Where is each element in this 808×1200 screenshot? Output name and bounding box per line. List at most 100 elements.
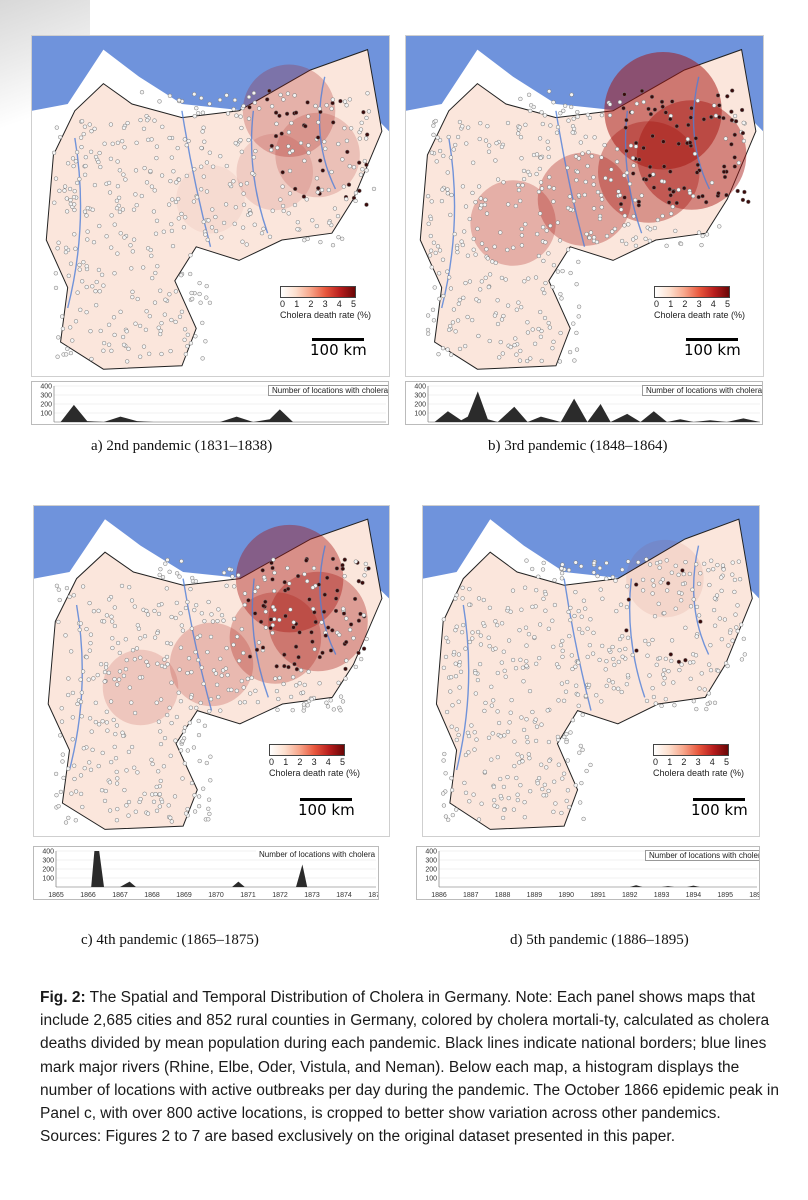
location-dot [662, 610, 667, 616]
location-dot [578, 800, 583, 805]
location-dot [142, 165, 147, 171]
location-dot [353, 190, 359, 196]
location-dot [124, 657, 129, 663]
location-dot [724, 192, 729, 198]
location-dot [537, 655, 542, 661]
location-dot [344, 103, 349, 108]
location-dot [431, 318, 437, 323]
location-dot [722, 164, 727, 169]
location-dot [693, 653, 699, 658]
location-dot [436, 352, 441, 357]
location-dot [463, 343, 468, 349]
location-dot [652, 107, 658, 112]
location-dot [152, 608, 157, 614]
location-dot [681, 571, 686, 577]
location-dot [205, 649, 210, 655]
location-dot [668, 652, 673, 657]
location-dot [306, 143, 311, 148]
location-dot [483, 138, 489, 143]
location-dot [237, 658, 242, 663]
location-dot [485, 256, 490, 261]
location-dot [719, 575, 724, 580]
location-dot [176, 196, 181, 202]
location-dot [500, 351, 505, 356]
location-dot [511, 807, 517, 812]
location-dot [669, 211, 674, 216]
location-dot [114, 818, 120, 823]
location-dot [123, 637, 128, 642]
location-dot [470, 636, 475, 641]
location-dot [666, 200, 672, 205]
location-dot [193, 579, 199, 584]
location-dot [516, 182, 521, 188]
mortality-hotspot [176, 164, 245, 234]
location-dot [671, 189, 676, 194]
location-dot [82, 124, 88, 129]
location-dot [359, 120, 364, 125]
location-dot [518, 348, 523, 354]
location-dot [694, 634, 699, 639]
location-dot [520, 665, 526, 670]
location-dot [249, 675, 254, 680]
location-dot [353, 664, 358, 670]
location-dot [143, 327, 149, 332]
location-dot [203, 232, 208, 237]
location-dot [446, 817, 451, 822]
location-dot [599, 155, 604, 160]
location-dot [616, 686, 621, 691]
location-dot [297, 681, 302, 686]
location-dot [457, 297, 462, 303]
location-dot [514, 775, 519, 781]
location-dot [720, 563, 726, 568]
location-dot [139, 193, 144, 199]
location-dot [110, 645, 115, 651]
location-dot [513, 666, 519, 671]
location-dot [580, 151, 585, 156]
location-dot [178, 645, 184, 650]
location-dot [300, 690, 306, 695]
location-dot [315, 135, 321, 140]
location-dot [640, 588, 646, 593]
location-dot [696, 613, 702, 618]
location-dot [565, 247, 571, 252]
location-dot [575, 109, 580, 115]
location-dot [93, 154, 99, 160]
location-dot [235, 634, 240, 639]
location-dot [568, 270, 573, 276]
location-dot [618, 602, 624, 607]
location-dot [205, 237, 210, 242]
location-dot [518, 783, 523, 788]
location-dot [133, 168, 139, 173]
location-dot [618, 201, 624, 207]
location-dot [306, 150, 311, 155]
location-dot [287, 191, 293, 196]
location-dot [450, 812, 455, 818]
location-dot [276, 696, 281, 702]
location-dot [648, 227, 653, 232]
location-dot [365, 91, 370, 96]
location-dot [560, 562, 565, 567]
location-dot [302, 158, 307, 163]
location-dot [192, 114, 197, 119]
location-dot [543, 240, 548, 245]
location-dot [559, 576, 565, 581]
location-dot [129, 598, 135, 603]
location-dot [139, 90, 145, 95]
location-dot [646, 106, 651, 112]
location-dot [445, 347, 450, 352]
location-dot [233, 140, 238, 146]
location-dot [130, 289, 135, 294]
location-dot [113, 731, 118, 737]
location-dot [269, 147, 274, 153]
location-dot [68, 201, 73, 207]
location-dot [203, 339, 208, 344]
location-dot [616, 659, 621, 665]
location-dot [479, 279, 484, 284]
location-dot [573, 560, 578, 565]
location-dot [463, 790, 469, 795]
location-dot [626, 597, 631, 602]
location-dot [156, 719, 162, 724]
location-dot [505, 729, 511, 734]
location-dot [78, 699, 84, 704]
location-dot [66, 815, 71, 821]
